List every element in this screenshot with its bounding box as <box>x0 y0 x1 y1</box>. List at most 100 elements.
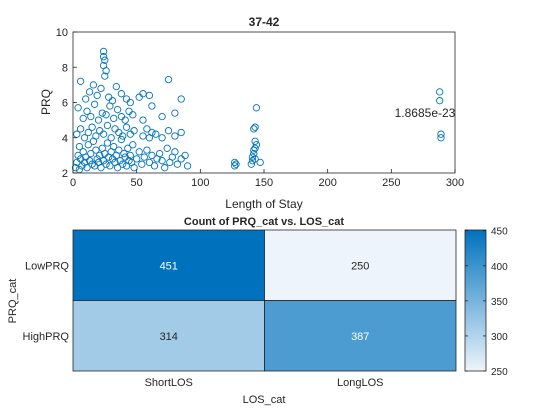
scatter-point <box>177 95 185 103</box>
scatter-point <box>99 130 108 138</box>
scatter-point <box>102 160 110 168</box>
heatmap-x-label: LOS_cat <box>243 394 286 406</box>
scatter-point <box>85 88 94 96</box>
scatter-point <box>173 160 182 168</box>
scatter-chart: 0 50 100 150 200 250 300 2 4 6 8 10 37-42 Length o… <box>39 15 464 211</box>
scatter-point <box>117 135 126 144</box>
scatter-point <box>75 142 84 151</box>
scatter-point <box>177 155 185 163</box>
scatter-point <box>96 127 104 135</box>
scatter-point <box>99 47 108 56</box>
scatter-point <box>82 95 90 103</box>
scatter-point <box>251 123 259 131</box>
heatmap-cell-value: 250 <box>351 260 369 272</box>
scatter-point <box>113 164 122 172</box>
scatter-point <box>99 53 108 61</box>
heatmap-cell-value: 451 <box>160 260 178 272</box>
scatter-point <box>161 164 169 172</box>
heatmap-cell <box>72 229 265 301</box>
x-tick-label: 0 <box>70 177 76 189</box>
colorbar-tick-label: 300 <box>491 332 508 343</box>
scatter-point <box>98 109 106 117</box>
scatter-point <box>251 144 259 152</box>
heatmap-x-category: LongLOS <box>337 377 383 389</box>
scatter-point <box>80 134 89 142</box>
scatter-point <box>251 137 259 145</box>
scatter-point <box>130 127 138 135</box>
scatter-point <box>148 102 156 110</box>
scatter-point <box>171 109 179 117</box>
scatter-point <box>115 146 123 154</box>
scatter-point <box>103 121 112 130</box>
scatter-point <box>164 127 173 135</box>
scatter-point <box>437 134 445 142</box>
scatter-point <box>71 164 80 172</box>
scatter-point <box>135 93 143 101</box>
heatmap-y-category: LowPRQ <box>25 260 69 272</box>
scatter-point <box>163 144 171 152</box>
scatter-point <box>112 82 120 91</box>
scatter-point <box>110 142 118 151</box>
scatter-point <box>183 162 192 170</box>
scatter-point <box>82 153 90 161</box>
scatter-points <box>71 47 445 174</box>
scatter-point <box>115 128 123 137</box>
scatter-point <box>145 91 154 100</box>
scatter-point <box>110 114 118 123</box>
scatter-point <box>129 141 137 149</box>
scatter-point <box>119 132 127 140</box>
scatter-point <box>97 164 105 172</box>
scatter-point <box>74 104 82 112</box>
scatter-point <box>102 111 110 119</box>
scatter-point <box>111 125 119 133</box>
scatter-point <box>101 72 109 80</box>
scatter-point <box>83 107 91 115</box>
heatmap-cells <box>72 229 457 372</box>
scatter-point <box>126 151 134 160</box>
scatter-point <box>108 97 117 105</box>
heatmap-cell-value: 387 <box>351 331 369 343</box>
scatter-point <box>124 144 132 152</box>
scatter-point <box>252 141 261 149</box>
scatter-point <box>87 149 95 158</box>
scatter-point <box>96 151 104 160</box>
scatter-point <box>436 88 444 96</box>
scatter-point <box>145 158 154 167</box>
scatter-point <box>120 149 128 158</box>
scatter-point <box>252 104 261 112</box>
scatter-point <box>148 151 156 160</box>
scatter-point <box>107 134 115 142</box>
scatter-point <box>152 130 160 138</box>
scatter-point <box>139 116 147 124</box>
x-tick-label: 50 <box>131 177 143 189</box>
x-tick-label: 150 <box>255 177 273 189</box>
scatter-point <box>247 160 255 168</box>
scatter-point <box>119 160 127 168</box>
scatter-point <box>122 95 131 103</box>
scatter-point <box>231 158 239 167</box>
scatter-point <box>256 158 264 167</box>
scatter-point <box>158 157 166 165</box>
scatter-point <box>76 125 85 133</box>
y-tick-label: 10 <box>56 27 68 39</box>
scatter-point <box>171 148 179 156</box>
scatter-point <box>76 77 85 85</box>
scatter-point <box>135 148 143 156</box>
scatter-point <box>89 81 98 89</box>
scatter-annotation: 1.8685e-23 <box>395 106 456 120</box>
scatter-point <box>437 130 445 138</box>
scatter-point <box>103 139 112 147</box>
scatter-point <box>133 155 141 163</box>
scatter-point <box>436 97 444 105</box>
scatter-point <box>102 67 110 75</box>
scatter-point <box>126 130 134 138</box>
scatter-point <box>139 90 147 98</box>
scatter-point <box>148 128 156 137</box>
heatmap-cell <box>72 300 265 372</box>
scatter-point <box>121 116 129 124</box>
scatter-y-label: PRQ <box>39 89 53 115</box>
scatter-point <box>92 132 100 140</box>
scatter-point <box>155 149 164 158</box>
heatmap-y-label: PRQ_cat <box>7 279 19 324</box>
scatter-title: 37-42 <box>249 15 280 29</box>
